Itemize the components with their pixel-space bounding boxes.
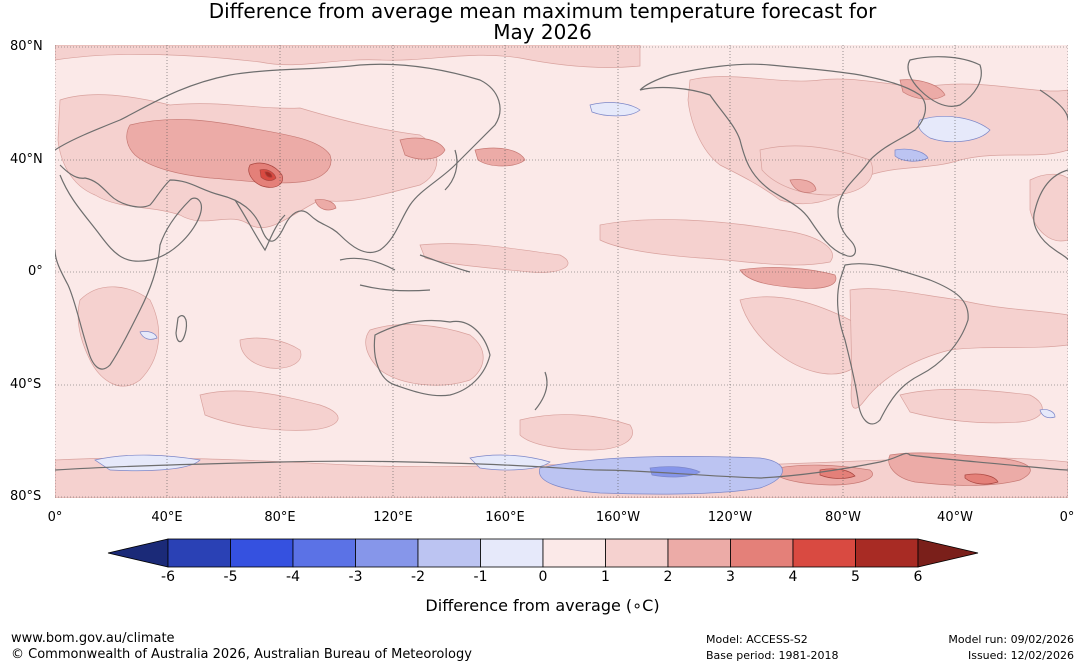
colorbar-bin-p0 [542,538,606,568]
colorbar-tick: 2 [663,569,673,585]
colorbar-bin-n2 [417,538,481,568]
lat-label-80n: 80°N [10,39,43,54]
coastlines [55,56,1068,479]
lon-label-80e: 80°E [264,510,296,525]
lat-label-equator: 0° [28,264,43,279]
colorbar-tick: -3 [348,569,363,585]
colorbar-tick: -2 [411,569,425,585]
map-title-line-2: May 2026 [493,20,592,44]
lon-label-120w: 120°W [707,510,753,525]
colorbar-bin-n6 [167,538,231,568]
colorbar-bin-p1 [605,538,669,568]
colorbar-tick: 1 [601,569,610,585]
colorbar [107,538,979,568]
lon-label-40w: 40°W [937,510,973,525]
lon-label-80w: 80°W [825,510,861,525]
lat-label-40s: 40°S [10,377,42,392]
colorbar-tick: -6 [161,569,175,585]
colorbar-extend-high [917,538,979,568]
colorbar-bin-n5 [230,538,294,568]
colorbar-tick: 3 [726,569,735,585]
lon-label-160w: 160°W [595,510,641,525]
lon-label-160e: 160°E [485,510,525,525]
model-run-date: Model run: 09/02/2026 [948,633,1074,646]
colorbar-tick: -5 [223,569,238,585]
lon-label-120e: 120°E [373,510,413,525]
copyright-notice: © Commonwealth of Australia 2026, Austra… [11,647,472,662]
lon-label-40e: 40°E [151,510,183,525]
anomaly-3-plus-regions [248,162,999,485]
colorbar-bin-n4 [292,538,356,568]
colorbar-tick: 4 [788,569,798,585]
lat-label-40n: 40°N [10,152,43,167]
colorbar-tick: 0 [538,569,548,585]
lon-label-0: 0° [47,510,63,525]
issued-date: Issued: 12/02/2026 [967,649,1074,662]
lat-label-80s: 80°S [10,489,42,504]
colorbar-tick: 6 [913,569,923,585]
colorbar-bin-p3 [730,538,794,568]
colorbar-bin-n3 [355,538,419,568]
colorbar-extend-low [107,538,169,568]
colorbar-tick: -4 [286,569,300,585]
bom-climate-link[interactable]: www.bom.gov.au/climate [11,631,175,646]
base-period: Base period: 1981-2018 [706,649,839,662]
lon-label-0-end: 0° [1059,510,1075,525]
colorbar-bin-p4 [792,538,856,568]
model-name: Model: ACCESS-S2 [706,633,808,646]
colorbar-bin-p2 [667,538,731,568]
graticule [55,45,1068,498]
colorbar-bin-n1 [480,538,544,568]
colorbar-title: Difference from average (∘C) [425,596,660,615]
colorbar-tick: -1 [473,569,488,585]
map-title-line-1: Difference from average mean maximum tem… [208,0,877,23]
colorbar-bin-p5 [855,538,919,568]
colorbar-tick: 5 [851,569,860,585]
